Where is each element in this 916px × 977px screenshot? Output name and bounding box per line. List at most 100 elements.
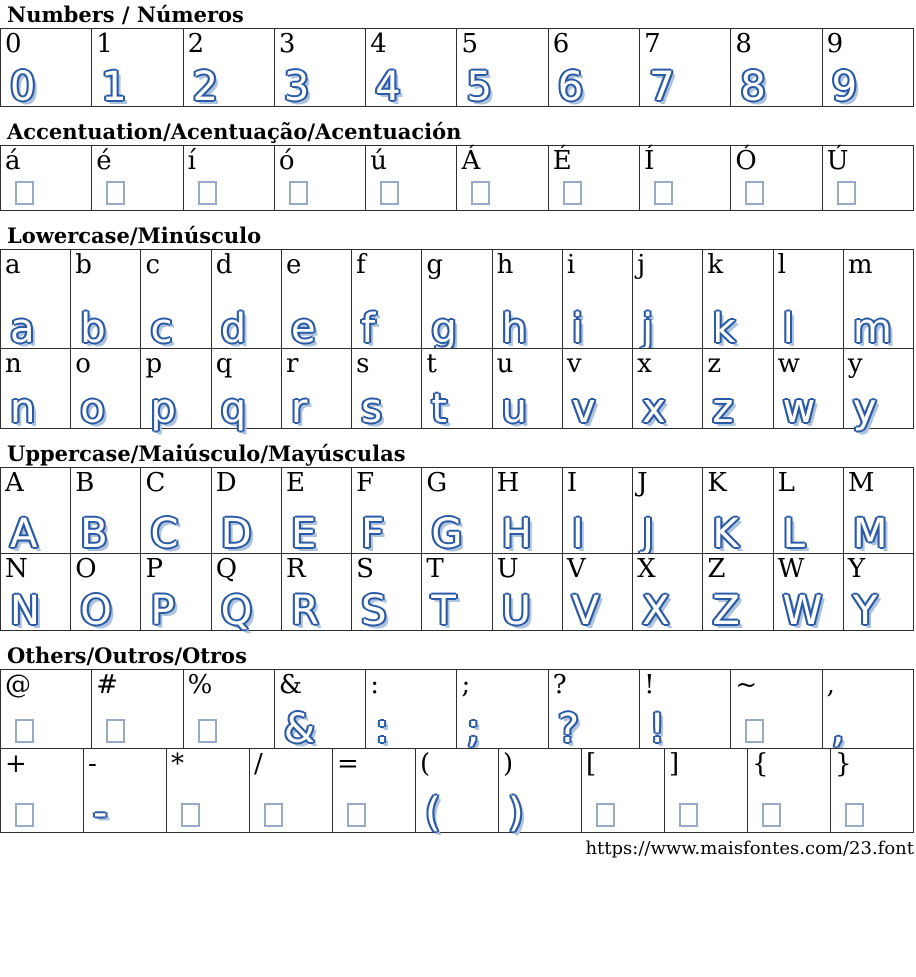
glyph-label: m [847,249,873,280]
glyph-label: * [171,748,184,779]
glyph-label: é [96,145,112,176]
glyph-sample: & [283,705,316,752]
glyph-label: y [847,348,863,379]
missing-glyph-icon [679,802,698,827]
glyph-cell: ?? [547,668,641,749]
glyph-cell: Ó [730,144,823,211]
glyph-sample: T [431,587,456,634]
glyph-sample: 5 [466,63,492,110]
glyph-cell: Ú [821,144,914,211]
glyph-sample: x [642,385,666,432]
section-title: Uppercase/Maiúsculo/Mayúsculas [7,440,406,466]
glyph-label: ? [552,669,567,700]
glyph-sample: 8 [740,63,766,110]
glyph-label: ] [669,748,680,779]
glyph-label: O [75,553,97,584]
glyph-label: G [426,467,448,498]
glyph-label: E [285,467,305,498]
glyph-label: Ú [826,145,849,176]
glyph-sample: : [375,705,389,752]
glyph-sample: V [571,587,600,634]
specimen-section: Uppercase/Maiúsculo/Mayúsculas A A B B C C D D E E… [0,441,916,631]
glyph-sample: 0 [10,63,36,110]
missing-glyph-icon [745,718,765,743]
glyph-cell: É [547,144,641,211]
glyph-cell: (( [415,747,499,833]
glyph-sample: m [852,305,892,352]
glyph-cell: & & [273,668,367,752]
glyph-sample: C [150,510,179,557]
glyph-label: + [5,748,27,779]
glyph-cell: ú [365,144,458,211]
glyph-cell: -- [83,747,167,836]
missing-glyph-icon [562,180,582,205]
glyph-label: % [187,669,213,700]
glyph-label: Q [215,553,238,584]
glyph-label: D [215,467,237,498]
glyph-label: } [835,748,852,779]
glyph-label: W [777,553,805,584]
glyph-label: ( [420,748,431,779]
glyph-label: / [254,748,263,779]
glyph-sample: f [361,305,376,352]
glyph-label: 2 [187,28,205,59]
glyph-sample: r [290,385,308,432]
glyph-sample: G [431,510,463,557]
glyph-sample: k [712,305,736,352]
glyph-label: e [285,249,302,280]
specimen-section: Lowercase/Minúsculo a a b b c c d d e e f f g g h h i i j j k… [0,223,916,429]
glyph-sample: l [782,305,794,352]
glyph-cell: [ [581,747,665,833]
glyph-sample: t [431,385,448,432]
glyph-label: ; [461,669,471,700]
glyph-label: & [278,669,303,700]
glyph-sample: 9 [831,63,858,110]
glyph-label: 0 [5,28,22,59]
glyph-label: i [566,249,576,280]
glyph-label: Ó [735,145,757,176]
missing-glyph-icon [745,180,765,205]
glyph-label: Á [461,145,481,176]
glyph-label: - [88,748,97,779]
glyph-sample: ; [466,705,480,752]
missing-glyph-icon [264,802,283,827]
specimen-section: Numbers / Números 0 0 1 1 2 2 3 3 4 4 5 5 6 6 7 7 8 8 9 9 [0,2,916,107]
glyph-cell: { [747,747,831,833]
glyph-sample: X [642,587,670,634]
glyph-label: # [96,669,119,700]
glyph-label: 9 [826,28,844,59]
glyph-label: J [637,467,648,498]
glyph-label: , [826,669,835,700]
glyph-sample: - [93,789,108,836]
glyph-label: g [426,249,444,280]
glyph-sample: i [571,305,583,352]
glyph-label: É [552,145,572,176]
missing-glyph-icon [654,180,674,205]
